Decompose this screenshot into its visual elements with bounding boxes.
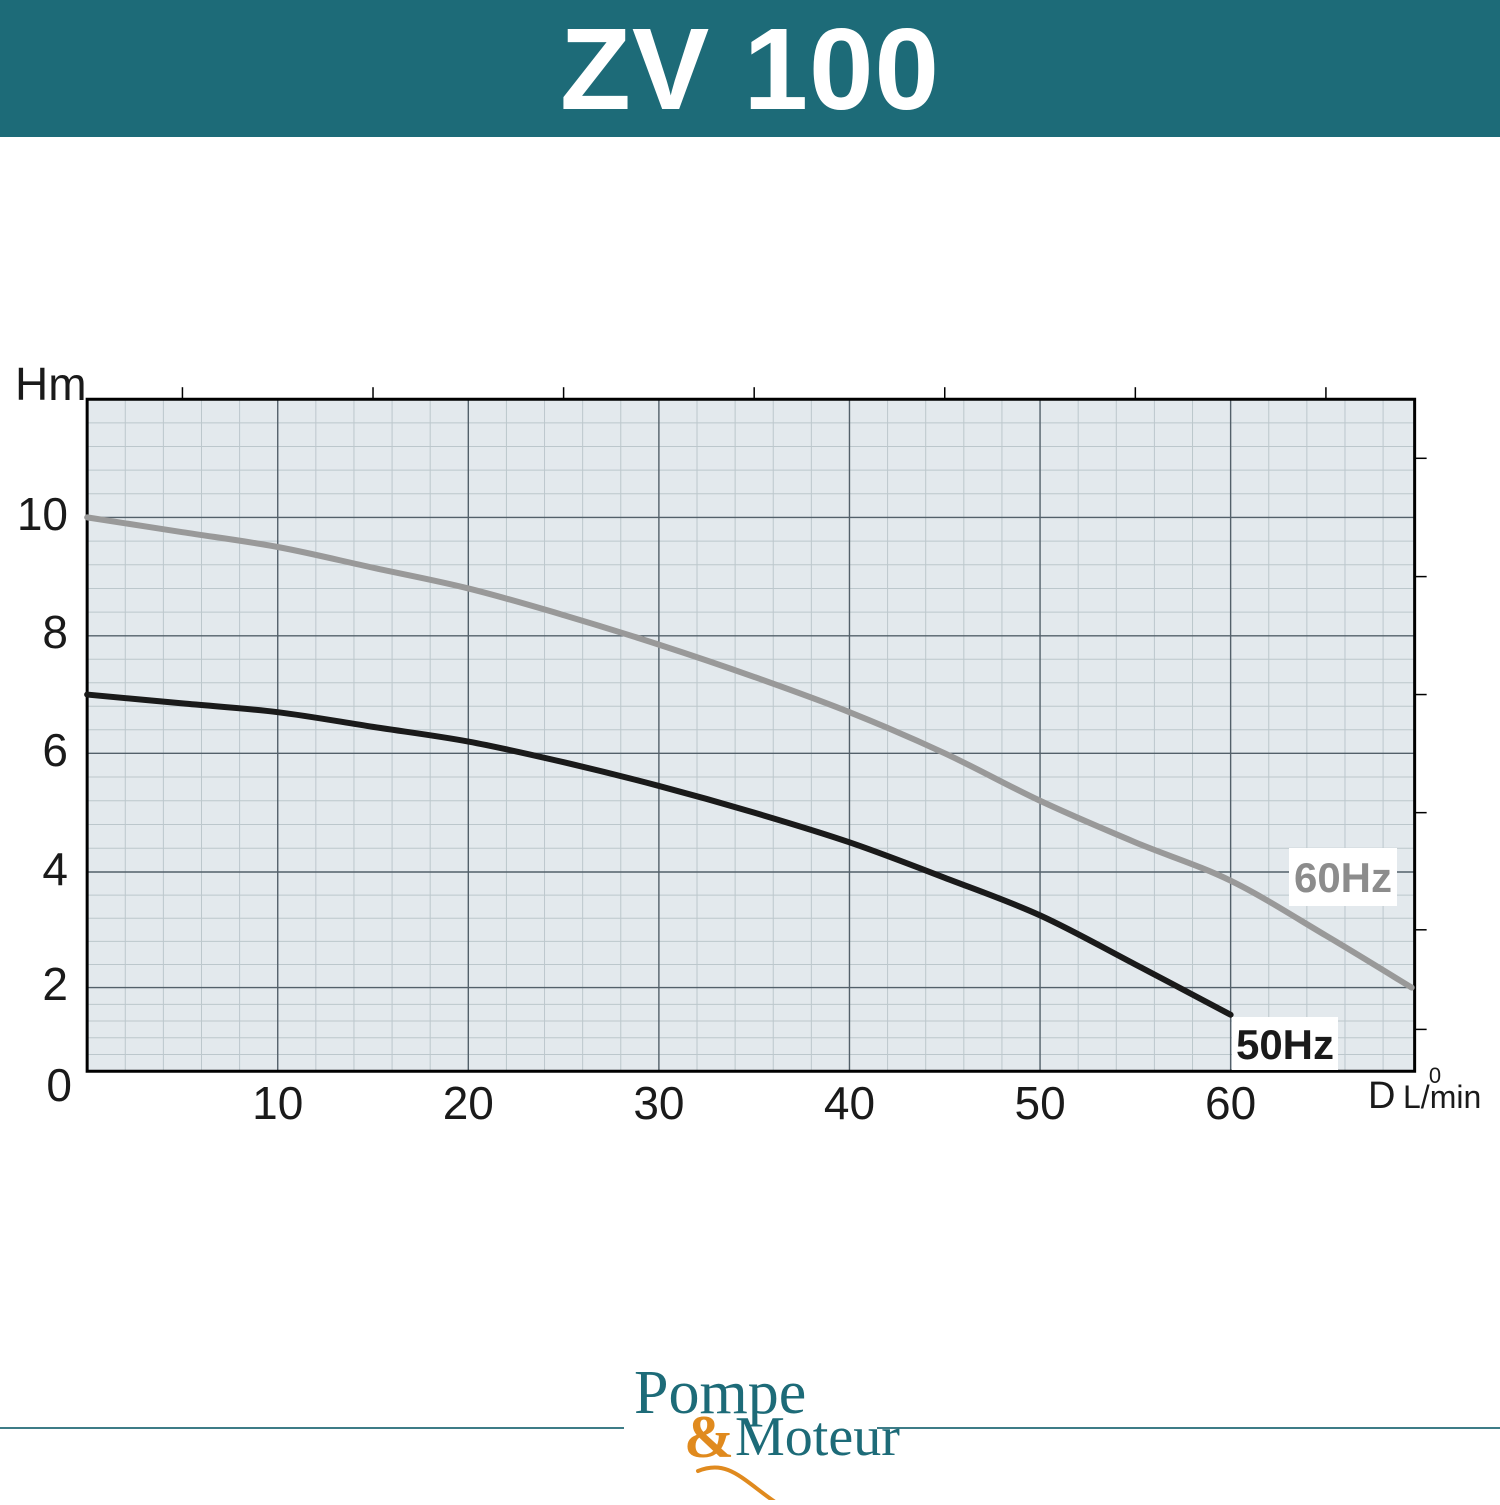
svg-text:50: 50	[1015, 1077, 1066, 1129]
svg-text:40: 40	[824, 1077, 875, 1129]
svg-text:8: 8	[42, 606, 68, 658]
svg-text:60Hz: 60Hz	[1294, 854, 1392, 901]
svg-text:10: 10	[17, 488, 68, 540]
svg-text:50Hz: 50Hz	[1236, 1021, 1334, 1068]
svg-text:10: 10	[252, 1077, 303, 1129]
svg-text:20: 20	[443, 1077, 494, 1129]
svg-text:30: 30	[633, 1077, 684, 1129]
svg-text:D: D	[1368, 1075, 1395, 1117]
svg-text:60: 60	[1205, 1077, 1256, 1129]
svg-text:0: 0	[46, 1059, 72, 1111]
svg-text:L/min: L/min	[1403, 1079, 1481, 1115]
svg-text:4: 4	[42, 843, 68, 895]
svg-text:Moteur: Moteur	[735, 1406, 900, 1468]
svg-text:Hm: Hm	[15, 358, 87, 410]
svg-text:6: 6	[42, 724, 68, 776]
svg-text:2: 2	[42, 958, 68, 1010]
svg-text:&: &	[684, 1404, 734, 1470]
